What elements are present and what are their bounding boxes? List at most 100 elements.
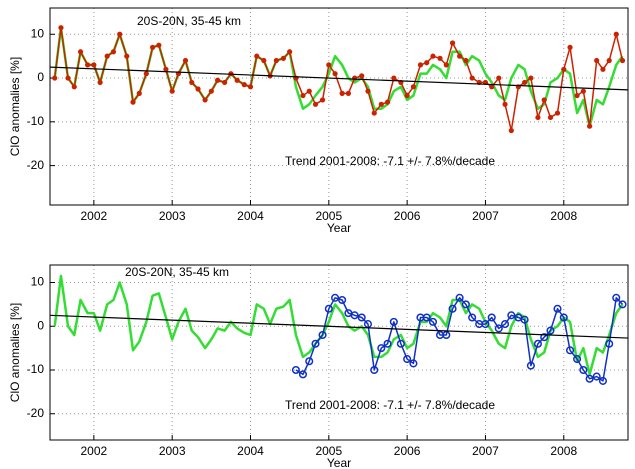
data-point [84, 62, 91, 68]
data-point [533, 339, 542, 348]
data-point [58, 25, 64, 31]
data-point [612, 293, 621, 302]
data-point [461, 300, 470, 309]
x-tick-label: 2003 [159, 444, 186, 458]
data-point [332, 71, 338, 77]
data-point [110, 49, 117, 55]
data-point [573, 355, 582, 364]
data-point [208, 88, 214, 94]
data-point [430, 53, 436, 59]
data-point [598, 376, 607, 385]
data-point [404, 92, 410, 99]
data-point [592, 372, 601, 381]
data-point [522, 79, 528, 86]
data-point [291, 365, 300, 375]
data-point [463, 57, 469, 64]
data-point [311, 339, 320, 348]
data-point [124, 53, 130, 59]
data-point [535, 114, 541, 121]
data-point [300, 92, 306, 99]
data-point [428, 317, 438, 326]
y-tick-label: 0 [37, 318, 44, 332]
y-axis-label: ClO anomalies [%] [8, 303, 22, 402]
data-point [541, 97, 547, 103]
x-axis-label: Year [327, 456, 351, 469]
y-tick-label: -20 [27, 158, 45, 172]
data-point [384, 99, 391, 105]
data-point [507, 311, 516, 320]
data-point [587, 123, 593, 129]
data-point [357, 313, 366, 322]
data-point [554, 110, 561, 116]
x-tick-label: 2006 [394, 444, 421, 458]
data-point [520, 315, 529, 324]
x-tick-label: 2002 [81, 444, 108, 458]
data-point [457, 53, 463, 59]
data-point [195, 86, 201, 92]
data-point [600, 66, 606, 72]
data-point [189, 79, 195, 86]
data-point [261, 57, 267, 64]
data-point [494, 324, 503, 333]
annotation: Trend 2001-2008: -7.1 +/- 7.8%/decade [285, 154, 495, 168]
data-point [163, 66, 169, 72]
data-point [65, 75, 71, 81]
data-point [613, 31, 619, 37]
data-point [339, 90, 345, 96]
data-point [502, 101, 508, 107]
y-tick-label: -10 [27, 362, 45, 376]
data-point [331, 293, 340, 302]
data-point [391, 75, 397, 81]
data-point [565, 346, 575, 355]
data-point [234, 77, 240, 83]
data-point [526, 361, 535, 370]
data-point [489, 84, 495, 90]
data-point [182, 57, 189, 64]
data-point [143, 71, 149, 77]
data-point [481, 320, 490, 329]
data-point [130, 99, 136, 105]
data-point [540, 333, 549, 342]
data-point [222, 79, 228, 86]
data-point [371, 110, 377, 116]
data-point [496, 75, 502, 81]
data-point [254, 53, 260, 59]
data-point [71, 84, 77, 90]
data-point [136, 90, 142, 96]
y-tick-label: 10 [31, 26, 45, 40]
data-point [117, 31, 123, 37]
data-point [508, 127, 514, 134]
x-tick-label: 2008 [550, 209, 577, 223]
data-point [594, 57, 600, 64]
axes-box [49, 264, 629, 441]
x-axis-label: Year [327, 221, 351, 235]
data-point [312, 101, 319, 107]
data-point [298, 370, 308, 379]
data-point [91, 62, 97, 68]
data-point [574, 92, 580, 99]
data-point [579, 365, 588, 375]
data-point [546, 326, 555, 335]
data-point [567, 44, 573, 51]
plot-area [50, 274, 628, 385]
y-axis-label: ClO anomalies [%] [8, 57, 22, 156]
data-point [448, 304, 457, 313]
data-point [77, 49, 84, 55]
data-point [352, 75, 358, 81]
data-point [403, 355, 412, 364]
data-point [437, 55, 443, 61]
x-tick-label: 2007 [472, 444, 499, 458]
data-point [52, 75, 58, 81]
x-tick-label: 2005 [315, 444, 342, 458]
data-point [580, 88, 586, 94]
data-point [561, 66, 567, 72]
data-point [156, 42, 162, 48]
data-point [280, 55, 286, 61]
data-point [383, 339, 392, 348]
axes-box [49, 7, 629, 206]
data-point [104, 53, 110, 59]
x-tick-label: 2008 [550, 444, 577, 458]
data-point [241, 82, 247, 88]
series-line [53, 274, 624, 376]
data-point [169, 88, 175, 94]
